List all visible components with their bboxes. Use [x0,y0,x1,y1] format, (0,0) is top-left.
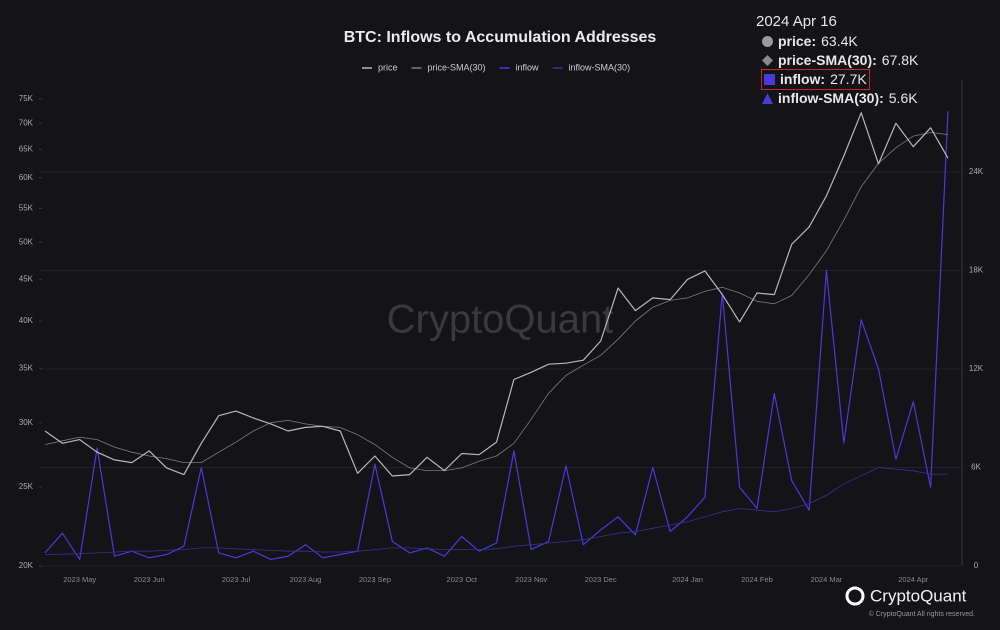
highlight: inflow: 27.7K [761,69,870,90]
y-tick-label: 20K [19,561,34,570]
legend-label: inflow [516,62,540,72]
x-tick-label: 2024 Feb [741,575,773,584]
x-tick-label: 2023 Sep [359,575,391,584]
legend-label: inflow-SMA(30) [569,62,631,72]
x-tick-label: 2023 Nov [515,575,547,584]
y-tick-label: 50K [19,237,34,246]
y-tick-label: 30K [19,418,34,427]
y-tick-label: 40K [19,316,34,325]
y-tick-label: 70K [19,118,34,127]
y2-tick-label: 0 [974,561,979,570]
tooltip-label: inflow-SMA(30): [778,90,884,106]
x-tick-label: 2024 Jan [672,575,703,584]
watermark: CryptoQuant [387,298,614,342]
x-tick-label: 2023 Jun [134,575,165,584]
y-tick-label: 75K [19,94,34,103]
x-tick-label: 2024 Mar [811,575,843,584]
tooltip-label: inflow: [780,71,826,87]
tooltip-value: 67.8K [881,52,919,68]
x-tick-label: 2024 Apr [898,575,929,584]
icon [762,93,773,104]
x-tick-label: 2023 May [63,575,96,584]
series-line [44,132,949,471]
footer-brand: CryptoQuant [870,586,967,605]
tooltip-label: price-SMA(30): [778,52,877,68]
series-line [44,111,949,560]
legend-label: price [378,62,398,72]
y-tick-label: 25K [19,482,34,491]
y2-tick-label: 12K [969,364,984,373]
tooltip: 2024 Apr 16 price: 63.4K price-SMA(30): 67… [756,12,918,108]
legend-label: price-SMA(30) [428,62,486,72]
y2-tick-label: 24K [969,167,984,176]
icon [762,55,773,66]
series-line [44,112,949,477]
tooltip-label: price: [778,33,817,49]
tooltip-row: inflow-SMA(30): 5.6K [762,89,918,108]
tooltip-value: 27.7K [830,71,867,87]
y2-tick-label: 18K [969,266,984,275]
footer-copyright: © CryptoQuant All rights reserved. [869,610,975,618]
y-tick-label: 65K [19,145,34,154]
legend: price price-SMA(30) inflow inflow-SMA(30) [362,62,630,72]
x-tick-label: 2023 Jul [222,575,251,584]
y2-tick-label: 6K [971,463,981,472]
series-line [44,467,948,555]
y-tick-label: 55K [19,204,34,213]
tooltip-value: 63.4K [821,33,858,49]
logo-icon [845,586,865,606]
x-tick-label: 2023 Oct [447,575,478,584]
tooltip-value: 5.6K [888,90,918,106]
tooltip-date: 2024 Apr 16 [756,13,837,30]
icon [762,36,773,47]
tooltip-row: price: 63.4K [762,32,918,51]
y-tick-label: 60K [19,173,34,182]
tooltip-row: inflow: 27.7K [761,69,918,90]
x-tick-label: 2023 Dec [585,575,617,584]
chart-title: BTC: Inflows to Accumulation Addresses [344,29,657,46]
icon [764,74,775,85]
y-tick-label: 35K [19,363,34,372]
x-tick-label: 2023 Aug [290,575,322,584]
y-tick-label: 45K [19,275,34,284]
tooltip-row: price-SMA(30): 67.8K [762,51,918,70]
